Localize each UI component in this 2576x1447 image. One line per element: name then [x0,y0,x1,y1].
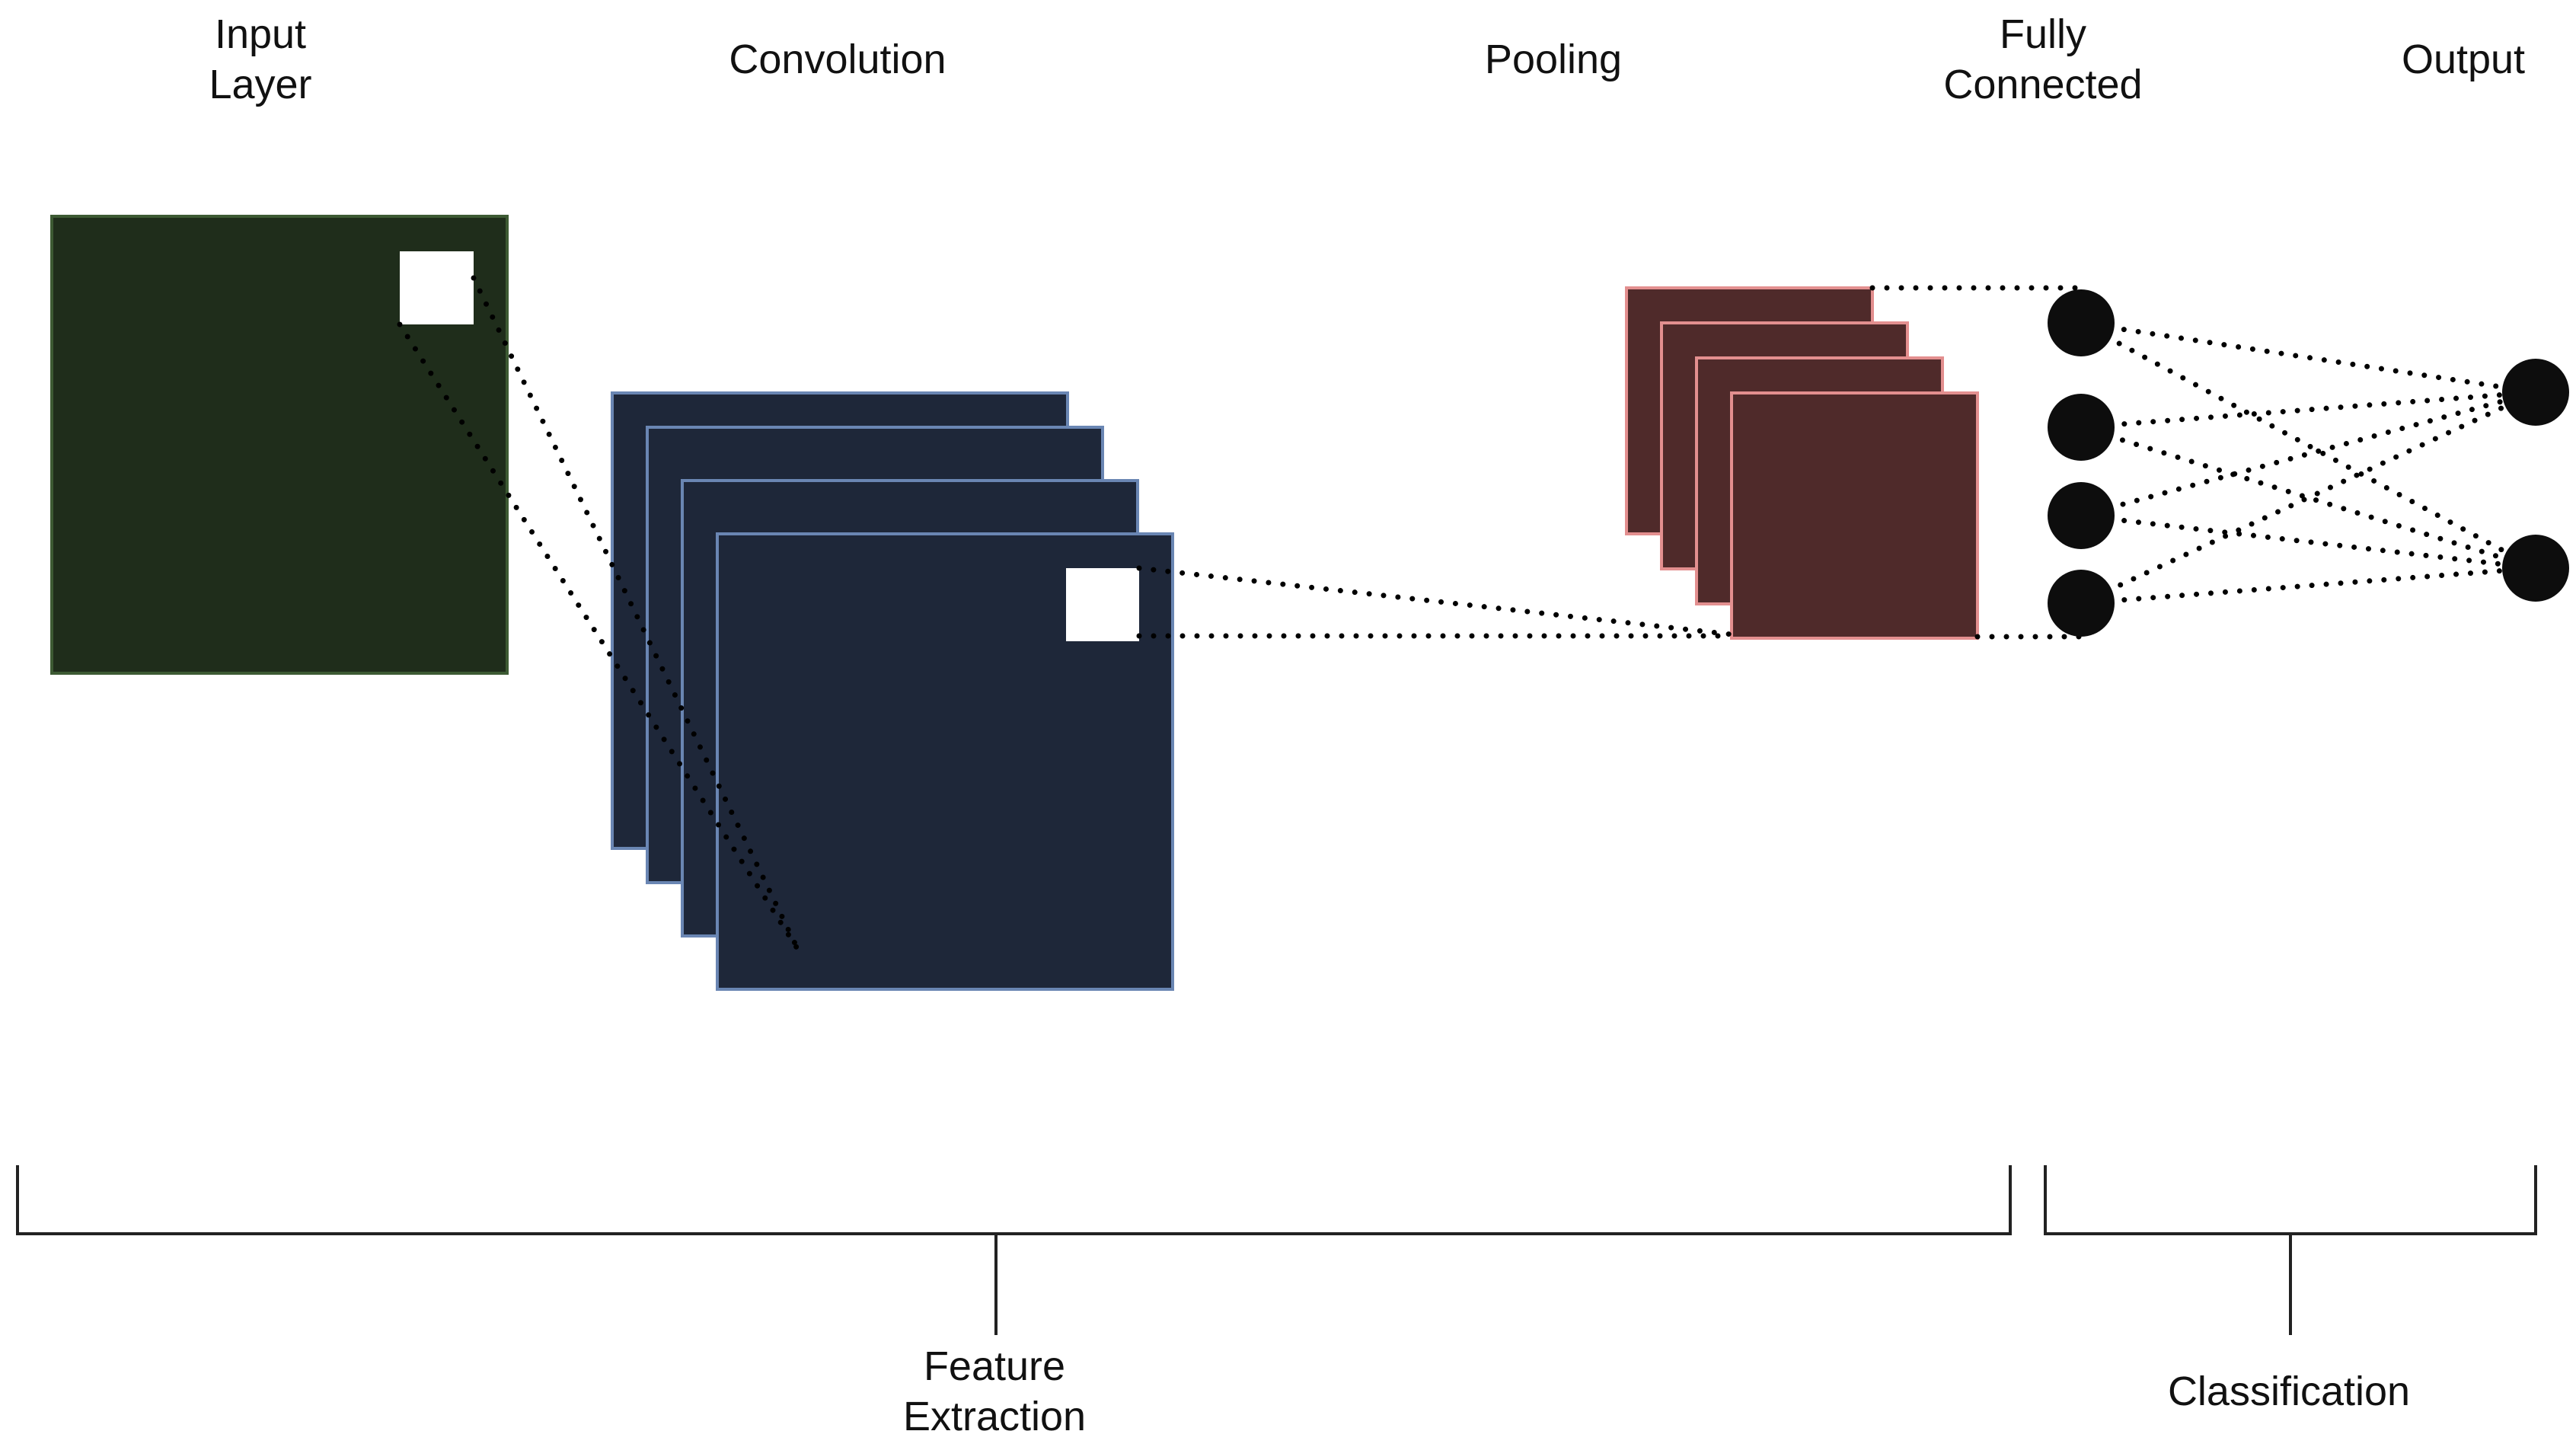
pooling-title: Pooling [1485,37,1622,82]
output-neurons [2502,359,2569,602]
feature-extraction-bracket: Feature Extraction [16,1165,2012,1439]
fully-connected-title-line2: Connected [1943,62,2142,107]
fc4-to-out1 [2078,389,2539,606]
pool-map-4 [1730,391,1979,640]
convolution-maps [611,391,1174,991]
input-to-conv-connector-1 [471,275,801,953]
conv-receptive-window [1066,568,1139,641]
conv-to-pool-connector-1 [1136,565,1735,637]
fully-connected-title: Fully Connected [1943,11,2142,107]
fully-connected-title-line1: Fully [2000,11,2086,57]
fc1-to-out2 [2078,320,2539,571]
classification-label: Classification [2168,1369,2410,1414]
fc3-to-out2 [2078,513,2539,571]
fc3-to-out1 [2078,389,2539,519]
input-layer-title: Input Layer [209,11,311,107]
output-neuron-1 [2502,359,2569,426]
pooling-maps [1625,286,1979,640]
fc-neuron-4 [2048,570,2115,637]
fc-neuron-2 [2048,394,2115,461]
feature-extraction-label-line1: Feature [924,1343,1065,1389]
fc-neuron-1 [2048,289,2115,356]
classification-bracket: Classification [2044,1165,2537,1414]
fc1-to-out1 [2078,320,2539,395]
classification-bracket-line [2044,1165,2537,1235]
fc-to-output-connectors [2078,320,2539,606]
input-receptive-window [400,251,474,324]
fc2-to-out1 [2078,389,2539,430]
output-neuron-2 [2502,535,2569,602]
input-title-line2: Layer [209,62,311,107]
fully-connected-neurons [2048,289,2115,637]
output-title: Output [2402,37,2525,82]
fc-neuron-3 [2048,482,2115,549]
feature-extraction-label-line2: Extraction [903,1394,1086,1439]
input-title-line1: Input [215,11,306,57]
convolution-title: Convolution [729,37,946,82]
feature-extraction-bracket-line [16,1165,2012,1235]
